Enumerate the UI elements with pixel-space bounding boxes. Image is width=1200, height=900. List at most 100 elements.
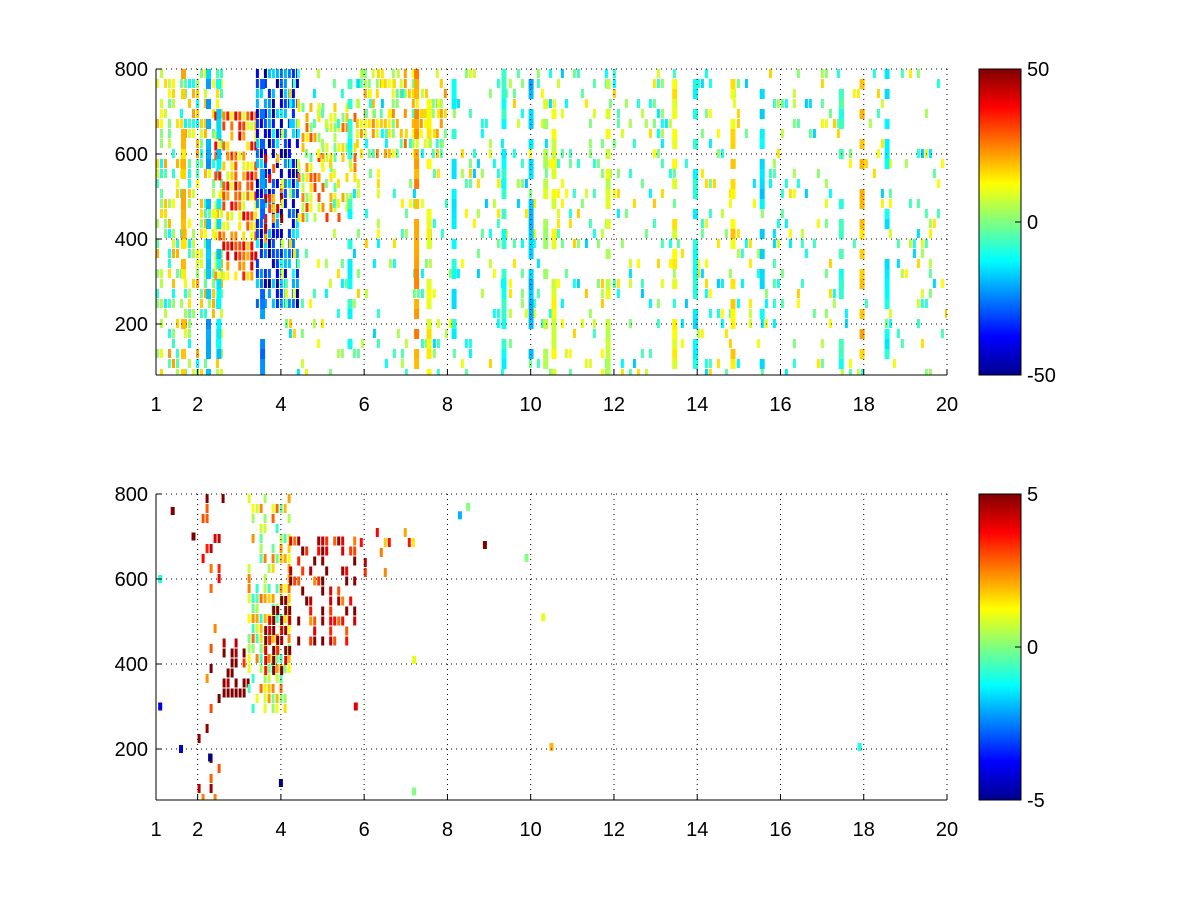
heatmap-cell xyxy=(309,616,313,626)
heatmap-cell xyxy=(780,99,784,108)
heatmap-cell xyxy=(296,99,300,108)
heatmap-cell xyxy=(748,259,752,268)
heatmap-cell xyxy=(480,169,484,178)
x-tick-label: 20 xyxy=(936,819,958,841)
heatmap-stripe-cell xyxy=(426,279,432,289)
heatmap-cell xyxy=(435,149,439,158)
heatmap-cell xyxy=(268,174,272,183)
heatmap-cell xyxy=(238,121,242,131)
heatmap-cell xyxy=(896,329,900,338)
heatmap-cell xyxy=(480,129,484,138)
heatmap-cell xyxy=(288,159,292,168)
heatmap-cell xyxy=(301,193,305,202)
heatmap-cell xyxy=(160,109,163,118)
heatmap-stripe-cell xyxy=(730,189,736,199)
heatmap-cell xyxy=(355,119,359,128)
heatmap-stripe-cell xyxy=(605,219,611,229)
x-tick-label: 10 xyxy=(520,819,542,841)
heatmap-cell xyxy=(668,119,672,128)
heatmap-stripe-cell xyxy=(672,159,678,169)
heatmap-cell xyxy=(279,504,283,513)
heatmap-cell xyxy=(259,634,263,643)
heatmap-cell xyxy=(356,99,360,108)
heatmap-cell xyxy=(200,309,203,318)
heatmap-cell xyxy=(836,69,840,78)
heatmap-cell xyxy=(324,259,328,268)
heatmap-cell xyxy=(628,259,632,268)
heatmap-cell xyxy=(772,169,776,178)
heatmap-cell xyxy=(872,169,876,178)
heatmap-cell xyxy=(744,79,748,88)
heatmap-stripe-cell xyxy=(451,199,457,209)
heatmap-cell xyxy=(788,229,792,238)
heatmap-cell xyxy=(264,224,268,233)
heatmap-cell xyxy=(267,654,271,663)
heatmap-cell xyxy=(184,309,187,318)
heatmap-cell xyxy=(360,339,364,348)
heatmap-cell xyxy=(216,89,219,98)
heatmap-cell xyxy=(325,213,329,222)
heatmap-cell xyxy=(301,103,305,112)
heatmap-cell xyxy=(672,299,676,308)
heatmap-stripe-cell xyxy=(730,129,736,139)
heatmap-cell xyxy=(420,289,424,298)
heatmap-cell xyxy=(275,504,279,513)
heatmap-cell xyxy=(439,119,443,128)
heatmap-cell xyxy=(536,69,540,78)
heatmap-stripe-cell xyxy=(451,299,457,309)
heatmap-cell xyxy=(792,189,796,198)
heatmap-cell xyxy=(620,129,624,138)
heatmap-cell xyxy=(376,309,380,318)
heatmap-cell xyxy=(612,89,616,98)
heatmap-cell xyxy=(756,249,760,258)
heatmap-cell xyxy=(380,99,384,108)
heatmap-cell xyxy=(700,79,704,88)
heatmap-cell xyxy=(524,179,528,188)
heatmap-cell xyxy=(876,89,880,98)
heatmap-cell xyxy=(488,359,492,368)
heatmap-cell xyxy=(348,159,352,168)
heatmap-cell xyxy=(404,129,408,138)
heatmap-stripe-cell xyxy=(501,149,507,159)
heatmap-stripe-cell xyxy=(605,249,611,259)
heatmap-cell xyxy=(460,359,464,368)
heatmap-cell xyxy=(188,299,191,308)
heatmap-cell xyxy=(432,129,436,138)
heatmap-cell xyxy=(301,586,305,596)
heatmap-stripe-cell xyxy=(605,279,611,289)
heatmap-cell xyxy=(160,99,163,108)
heatmap-cell xyxy=(196,139,199,148)
heatmap-cell xyxy=(246,191,250,201)
heatmap-cell xyxy=(267,139,271,148)
heatmap-cell xyxy=(520,79,524,88)
heatmap-cell xyxy=(536,289,540,298)
heatmap-cell xyxy=(205,724,209,733)
heatmap-stripe-cell xyxy=(543,149,549,159)
heatmap-stripe-cell xyxy=(347,119,353,129)
heatmap-cell xyxy=(436,339,440,348)
heatmap-stripe-cell xyxy=(730,359,736,369)
heatmap-stripe-cell xyxy=(347,259,353,269)
heatmap-cell xyxy=(255,614,259,623)
heatmap-cell xyxy=(376,189,380,198)
heatmap-cell xyxy=(283,69,287,78)
heatmap-cell xyxy=(640,179,644,188)
heatmap-cell xyxy=(359,538,363,547)
heatmap-cell xyxy=(291,229,295,238)
heatmap-cell xyxy=(247,564,251,573)
heatmap-cell xyxy=(928,259,932,268)
heatmap-stripe-cell xyxy=(693,269,698,279)
heatmap-cell xyxy=(928,219,932,228)
heatmap-cell xyxy=(287,209,291,218)
heatmap-cell xyxy=(267,69,271,78)
heatmap-cell xyxy=(436,109,440,118)
heatmap-cell xyxy=(700,169,704,178)
heatmap-cell xyxy=(468,169,472,178)
heatmap-cell xyxy=(217,534,221,543)
heatmap-stripe-cell xyxy=(216,249,222,259)
heatmap-cell xyxy=(271,149,275,158)
heatmap-cell xyxy=(238,261,242,271)
heatmap-stripe-cell xyxy=(501,99,507,109)
heatmap-cell xyxy=(708,369,712,375)
heatmap-cell xyxy=(291,129,295,138)
